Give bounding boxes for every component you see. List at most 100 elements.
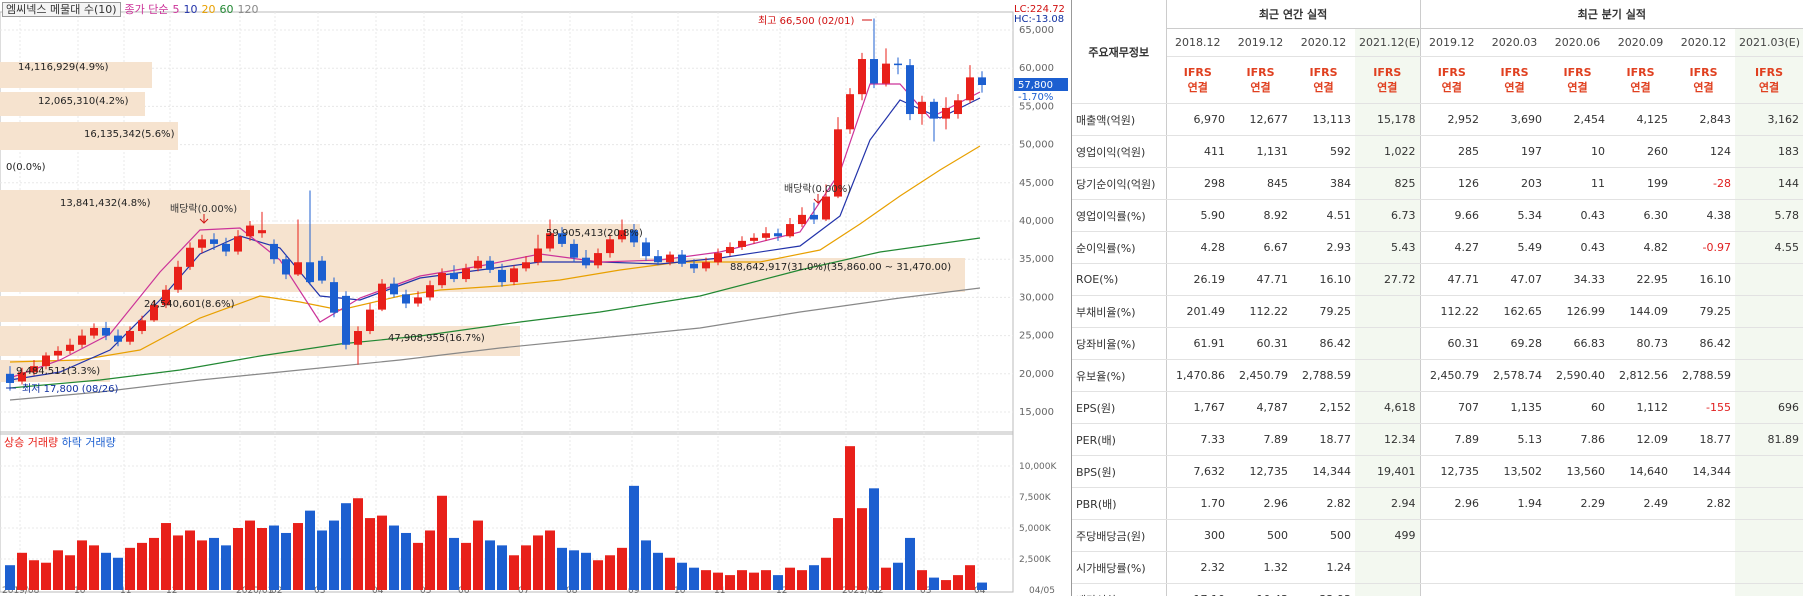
candle-up[interactable] [162, 289, 170, 306]
candle-up[interactable] [258, 230, 266, 234]
candle-up[interactable] [750, 237, 758, 241]
candle-up[interactable] [42, 355, 50, 367]
candle-down[interactable] [570, 243, 578, 258]
candle-up[interactable] [294, 262, 302, 275]
candle-down[interactable] [486, 260, 494, 270]
candle-down[interactable] [582, 257, 590, 266]
candle-up[interactable] [918, 101, 926, 115]
candle-down[interactable] [810, 214, 818, 220]
candle-down[interactable] [558, 233, 566, 244]
candle-down[interactable] [894, 63, 902, 66]
candle-down[interactable] [654, 256, 662, 263]
candle-up[interactable] [198, 239, 206, 248]
y-tick-label: 45,000 [1019, 178, 1054, 189]
candle-up[interactable] [138, 320, 146, 332]
candle-up[interactable] [846, 94, 854, 130]
candle-up[interactable] [534, 248, 542, 263]
volume-bar [857, 508, 867, 590]
table-cell: 2,152 [1292, 391, 1355, 424]
candle-up[interactable] [882, 63, 890, 84]
indicator-title[interactable]: 엠씨넥스 메물대 수(10) [2, 2, 121, 17]
candle-down[interactable] [342, 295, 350, 345]
volume-profile-label: 14,116,929(4.9%) [18, 62, 109, 73]
candle-up[interactable] [594, 253, 602, 266]
table-cell: 112.22 [1419, 295, 1484, 328]
candle-down[interactable] [906, 65, 914, 115]
candle-down[interactable] [270, 243, 278, 260]
candle-up[interactable] [474, 260, 482, 269]
candle-up[interactable] [762, 233, 770, 238]
candle-up[interactable] [30, 366, 38, 373]
stock-chart-panel[interactable]: 65,000 60,000 55,000 50,000 45,000 40,000 35,0… [0, 0, 1072, 596]
candle-up[interactable] [462, 268, 470, 280]
candle-up[interactable] [510, 268, 518, 283]
candle-down[interactable] [402, 294, 410, 304]
candle-up[interactable] [702, 262, 710, 269]
candle-down[interactable] [210, 239, 218, 244]
table-row: 유보율(%) 1,470.86 2,450.79 2,788.59 2,450.79 2,… [1072, 359, 1803, 392]
candle-down[interactable] [282, 259, 290, 275]
candle-up[interactable] [18, 372, 26, 382]
candle-down[interactable] [318, 260, 326, 281]
candle-up[interactable] [522, 262, 530, 269]
table-cell: 47.71 [1419, 263, 1484, 296]
table-cell [1483, 583, 1547, 596]
candle-up[interactable] [942, 107, 950, 119]
candle-up[interactable] [546, 233, 554, 249]
table-cell [1735, 519, 1803, 552]
candle-up[interactable] [714, 253, 722, 263]
candle-up[interactable] [414, 297, 422, 304]
candle-up[interactable] [738, 240, 746, 247]
candle-up[interactable] [858, 59, 866, 95]
candle-up[interactable] [90, 327, 98, 336]
candle-down[interactable] [222, 243, 230, 252]
candle-up[interactable] [186, 247, 194, 267]
candle-up[interactable] [606, 239, 614, 254]
candle-up[interactable] [54, 350, 62, 356]
candle-up[interactable] [78, 335, 86, 345]
candle-up[interactable] [966, 77, 974, 101]
candle-up[interactable] [174, 266, 182, 290]
candle-down[interactable] [642, 242, 650, 257]
candle-up[interactable] [786, 224, 794, 237]
candle-down[interactable] [978, 77, 986, 86]
candle-down[interactable] [678, 254, 686, 264]
row-label: 주당배당금(원) [1072, 519, 1167, 552]
candle-down[interactable] [630, 230, 638, 243]
candle-down[interactable] [6, 373, 14, 383]
candle-up[interactable] [438, 272, 446, 286]
candle-down[interactable] [114, 335, 122, 342]
candle-up[interactable] [618, 230, 626, 240]
candle-up[interactable] [354, 331, 362, 345]
candle-up[interactable] [66, 344, 74, 351]
candle-up[interactable] [246, 225, 254, 237]
candle-down[interactable] [330, 282, 338, 313]
candle-down[interactable] [306, 262, 314, 283]
candle-up[interactable] [798, 214, 806, 225]
candle-up[interactable] [834, 129, 842, 197]
candle-down[interactable] [870, 59, 878, 84]
table-cell: 499 [1355, 519, 1421, 552]
candle-up[interactable] [666, 254, 674, 263]
candle-down[interactable] [390, 283, 398, 295]
candle-down[interactable] [930, 101, 938, 119]
candle-up[interactable] [954, 100, 962, 115]
candlestick-chart[interactable]: 65,000 60,000 55,000 50,000 45,000 40,000 35,0… [0, 0, 1071, 596]
candle-up[interactable] [378, 283, 386, 310]
candle-down[interactable] [102, 327, 110, 336]
candle-up[interactable] [426, 285, 434, 298]
candle-down[interactable] [690, 263, 698, 269]
period-header: 2020.06 [1546, 28, 1610, 57]
ifrs-tag-line: IFRS [1183, 66, 1212, 79]
table-cell: 201.49 [1166, 295, 1229, 328]
candle-up[interactable] [822, 196, 830, 220]
candle-down[interactable] [774, 233, 782, 237]
candle-down[interactable] [498, 269, 506, 283]
table-cell: 47.71 [1229, 263, 1292, 296]
candle-up[interactable] [366, 309, 374, 332]
candle-up[interactable] [150, 305, 158, 321]
candle-up[interactable] [726, 246, 734, 254]
candle-up[interactable] [126, 331, 134, 342]
candle-up[interactable] [234, 236, 242, 252]
candle-down[interactable] [450, 272, 458, 280]
